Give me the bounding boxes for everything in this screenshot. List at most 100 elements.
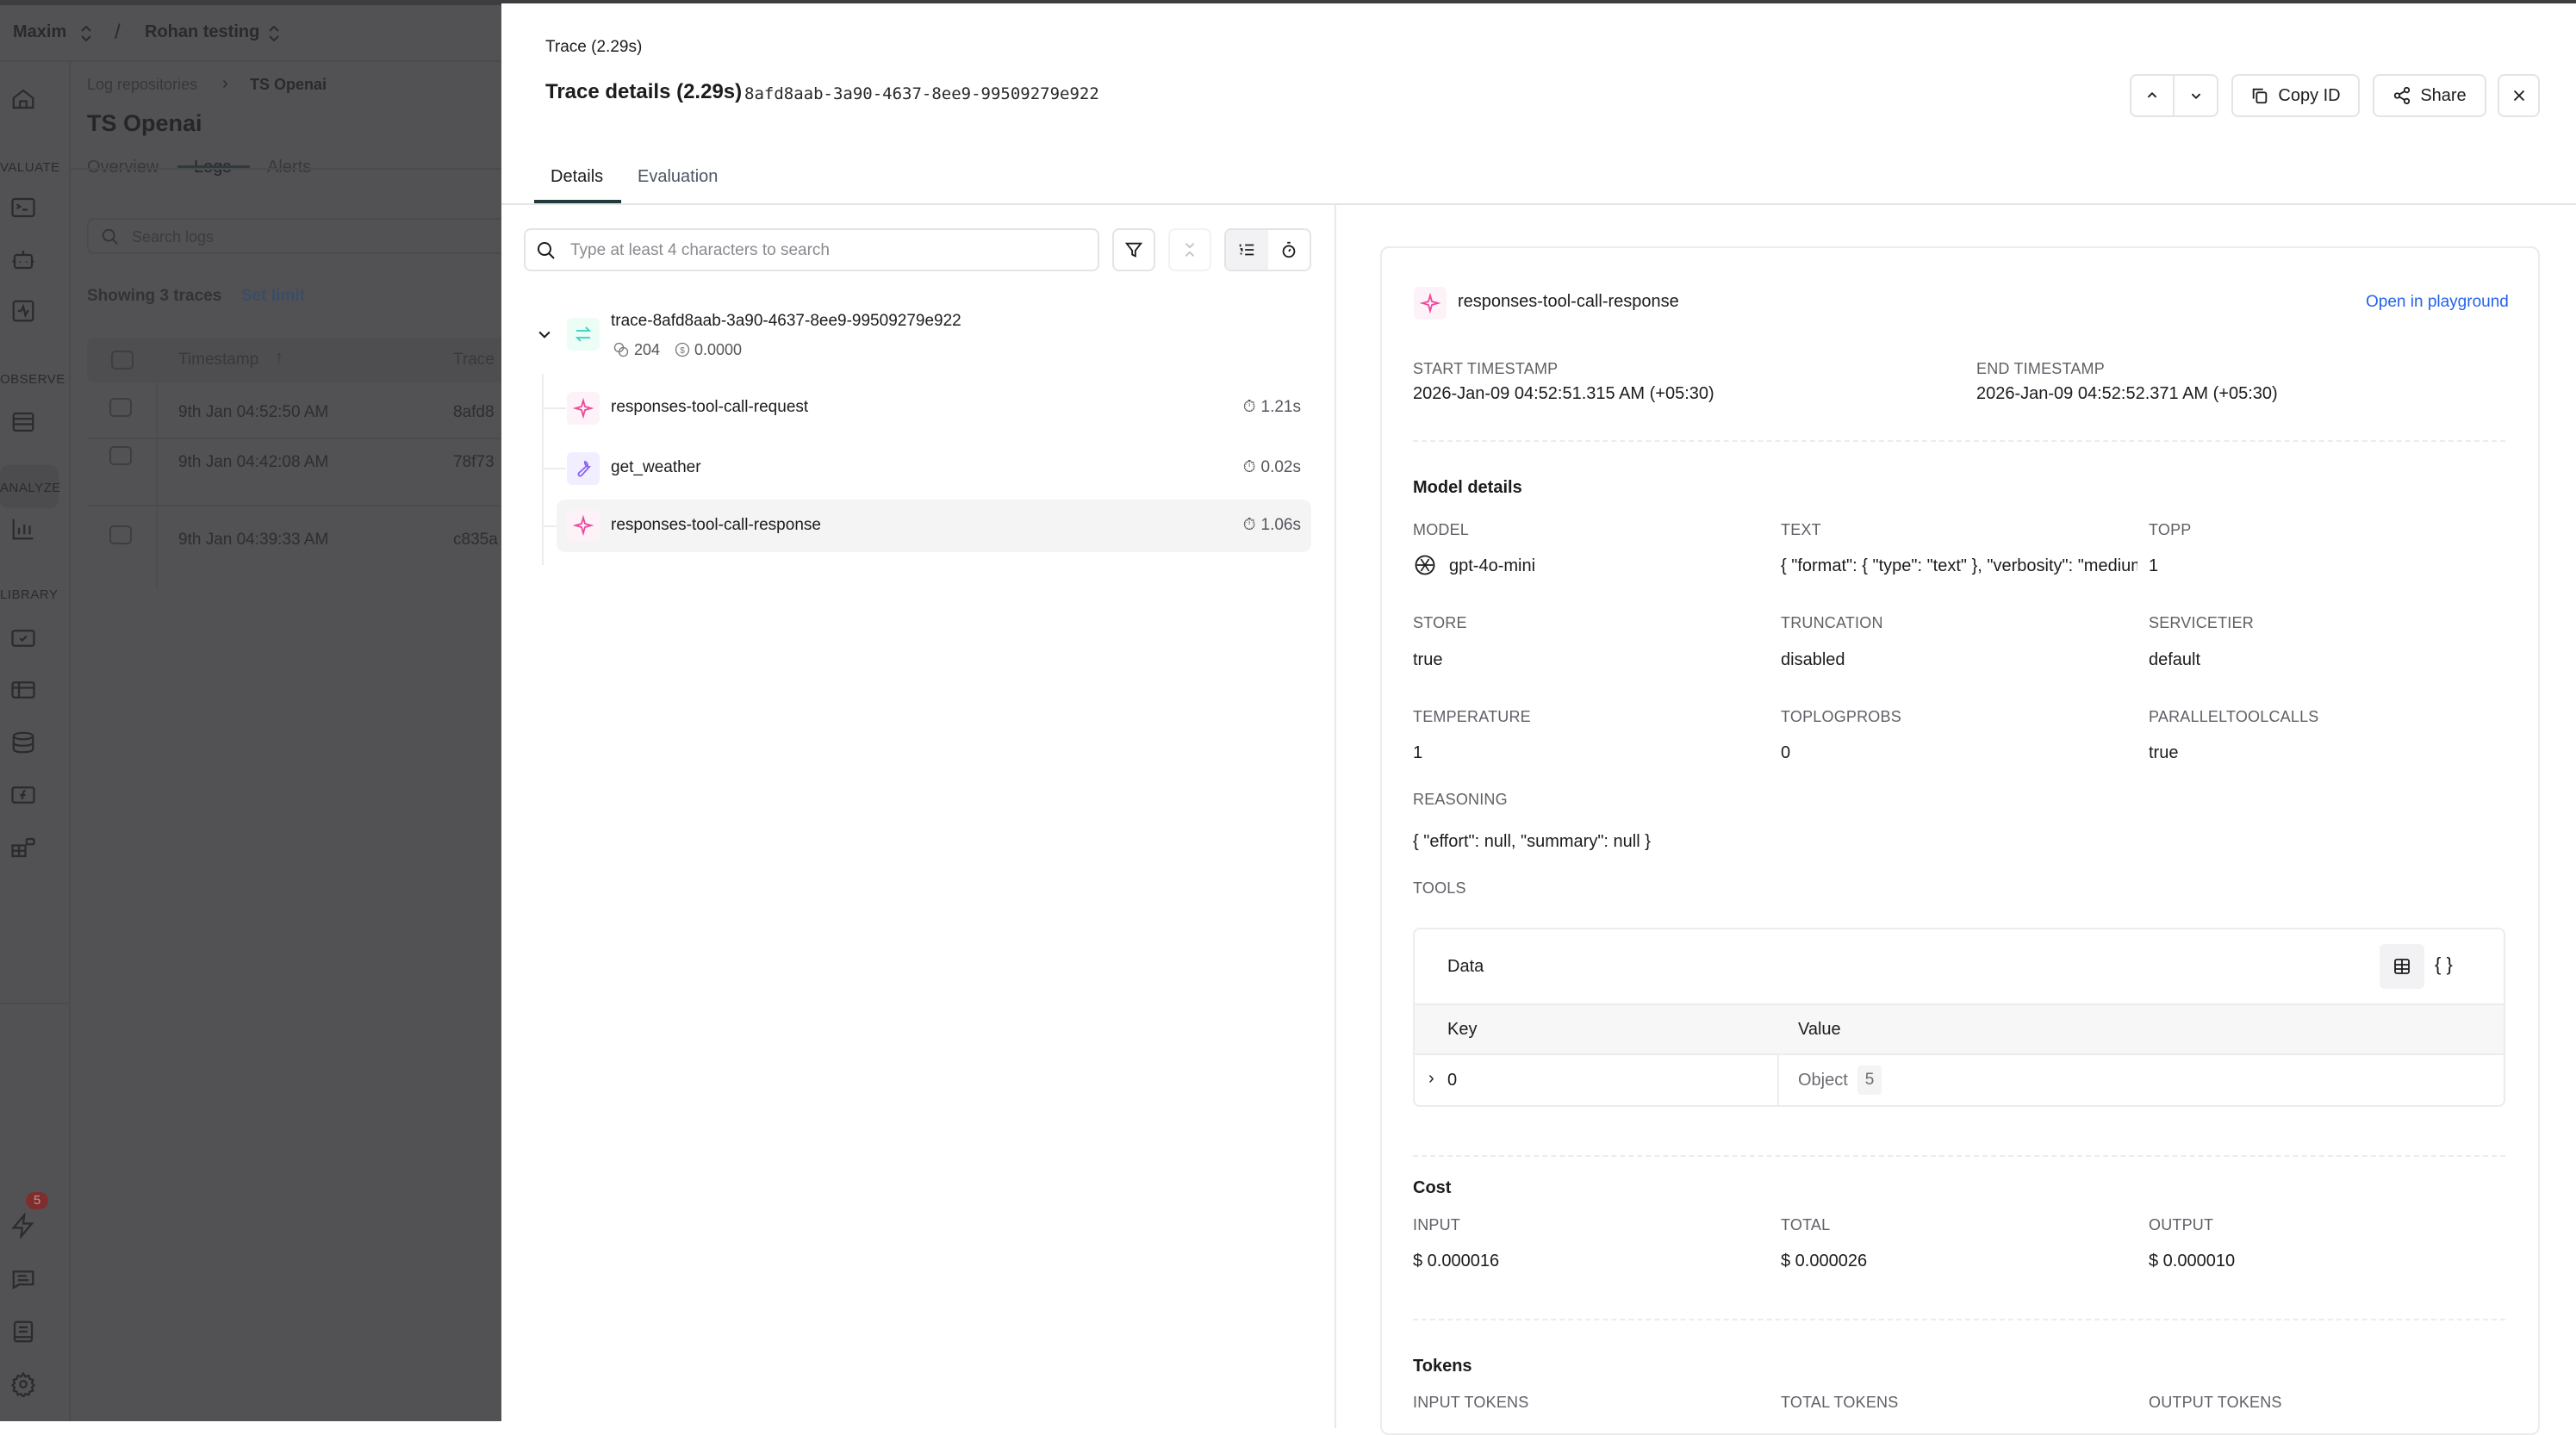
blocks-icon[interactable] (10, 835, 36, 860)
span-icon (567, 452, 600, 485)
svg-text:$: $ (680, 346, 685, 356)
model-details-heading: Model details (1413, 478, 1522, 497)
tokens-icon (613, 342, 629, 357)
sidebar-section-observe: OBSERVE (0, 372, 65, 387)
trace-id: 8afd8aab-3a90-4637-8ee9-99509279e922 (744, 84, 1099, 103)
dollar-icon: $ (675, 342, 690, 357)
field-value: 1 (2149, 556, 2159, 575)
span-search-input[interactable]: Type at least 4 characters to search (524, 228, 1099, 271)
tab-overview[interactable]: Overview (87, 158, 159, 177)
chart-icon[interactable] (10, 516, 36, 542)
reasoning-value: { "effort": null, "summary": null } (1413, 832, 1651, 851)
table-icon[interactable] (10, 677, 36, 703)
prev-trace-button[interactable] (2130, 74, 2175, 117)
field-label: TOPLOGPROBS (1781, 708, 1901, 725)
tools-data-table: Data { } Key Value › 0 Object 5 (1413, 928, 2505, 1107)
org-switcher[interactable]: Maxim (13, 22, 67, 41)
share-button[interactable]: Share (2373, 74, 2486, 117)
message-icon[interactable] (10, 1266, 36, 1292)
chevron-down-icon (2191, 93, 2200, 100)
search-icon (102, 228, 118, 245)
share-icon (2394, 86, 2411, 105)
sparkle-icon (573, 398, 594, 419)
tab-evaluation[interactable]: Evaluation (638, 167, 719, 186)
logs-icon[interactable] (10, 409, 36, 435)
field-label: MODEL (1413, 521, 1470, 538)
tab-alerts[interactable]: Alerts (267, 158, 312, 177)
expand-chevron-icon[interactable]: › (1428, 1069, 1434, 1088)
select-all-checkbox[interactable] (111, 351, 134, 370)
col-timestamp[interactable]: Timestamp (178, 351, 259, 369)
filter-button[interactable] (1112, 228, 1155, 271)
timer-icon: ⏱ (1242, 516, 1256, 534)
search-icon (538, 242, 555, 259)
database-icon[interactable] (10, 730, 36, 755)
start-timestamp-value: 2026-Jan-09 04:52:51.315 AM (+05:30) (1413, 384, 1714, 403)
timeline-view-button[interactable] (1268, 230, 1310, 270)
trace-root-name[interactable]: trace-8afd8aab-3a90-4637-8ee9-99509279e9… (611, 312, 961, 330)
home-icon[interactable] (10, 86, 36, 112)
table-view-button[interactable] (2380, 944, 2424, 989)
sidebar-active-highlight (0, 465, 59, 508)
copy-icon (2253, 88, 2268, 104)
object-count-badge: 5 (1857, 1065, 1882, 1095)
cost-value: $ 0.000016 (1413, 1252, 1500, 1270)
next-trace-button[interactable] (2173, 74, 2218, 117)
table-row[interactable]: 9th Jan 04:42:08 AM 78f73 (87, 439, 501, 506)
search-logs-input[interactable]: Search logs (87, 218, 501, 254)
json-view-button[interactable]: { } (2435, 954, 2453, 975)
prompt-check-icon[interactable] (10, 625, 36, 651)
sparkle-icon (1420, 293, 1440, 314)
activity-icon[interactable] (10, 298, 36, 324)
tab-details[interactable]: Details (551, 167, 604, 186)
tree-span-row[interactable]: get_weather ⏱ 0.02s (542, 448, 1311, 489)
list-view-button[interactable] (1226, 230, 1268, 270)
collapse-all-button[interactable] (1168, 228, 1211, 271)
trace-cost: 0.0000 (694, 341, 743, 358)
collapse-icon (1185, 243, 1195, 257)
chevron-updown-icon[interactable] (267, 24, 281, 43)
notification-badge: 5 (26, 1192, 48, 1209)
table-row[interactable]: 9th Jan 04:52:50 AM 8afd8 (87, 382, 501, 439)
terminal-icon[interactable] (10, 195, 36, 221)
breadcrumb-chevron-icon: › (222, 74, 228, 93)
lightning-icon[interactable] (10, 1213, 36, 1239)
row-checkbox[interactable] (109, 398, 132, 417)
data-table-row[interactable]: › 0 Object 5 (1415, 1055, 2504, 1105)
chevron-down-icon[interactable] (536, 326, 553, 343)
cost-value: $ 0.000010 (2149, 1252, 2236, 1270)
breadcrumb-separator: / (115, 21, 121, 44)
field-value: true (2149, 743, 2179, 762)
bot-icon[interactable] (10, 246, 36, 272)
chevron-updown-icon[interactable] (79, 24, 93, 43)
field-label: TOPP (2149, 521, 2192, 538)
breadcrumb-log-repositories[interactable]: Log repositories (87, 76, 198, 93)
gear-icon[interactable] (10, 1371, 36, 1397)
col-value: Value (1798, 1020, 1841, 1039)
close-button[interactable] (2498, 74, 2540, 117)
field-label: TEMPERATURE (1413, 708, 1531, 725)
tools-label: TOOLS (1413, 879, 1466, 897)
row-checkbox[interactable] (109, 446, 132, 465)
tree-span-row-selected[interactable]: responses-tool-call-response ⏱ 1.06s (542, 500, 1311, 552)
sidebar: VALUATE OBSERVE ANALYZE LIBRARY 5 (0, 62, 71, 1421)
end-timestamp-value: 2026-Jan-09 04:52:52.371 AM (+05:30) (1976, 384, 2278, 403)
workspace-switcher[interactable]: Rohan testing (145, 22, 260, 41)
row-checkbox[interactable] (109, 525, 132, 544)
open-in-playground-link[interactable]: Open in playground (2366, 293, 2509, 311)
reasoning-label: REASONING (1413, 791, 1508, 808)
tokens-label: INPUT TOKENS (1413, 1394, 1529, 1411)
docs-icon[interactable] (10, 1319, 36, 1345)
sort-asc-icon[interactable]: ↑ (275, 348, 283, 367)
function-icon[interactable] (10, 782, 36, 808)
cost-label: INPUT (1413, 1216, 1460, 1233)
showing-count: Showing 3 traces (87, 287, 222, 305)
set-limit-link[interactable]: Set limit (241, 287, 305, 305)
field-value: default (2149, 650, 2201, 669)
table-row[interactable]: 9th Jan 04:39:33 AM c835a (87, 506, 501, 575)
tokens-heading: Tokens (1413, 1357, 1472, 1376)
tree-span-row[interactable]: responses-tool-call-request ⏱ 1.21s (542, 388, 1311, 429)
copy-id-button[interactable]: Copy ID (2231, 74, 2360, 117)
panel-subtitle: Trace (2.29s) (545, 38, 643, 56)
field-label: PARALLELTOOLCALLS (2149, 708, 2319, 725)
